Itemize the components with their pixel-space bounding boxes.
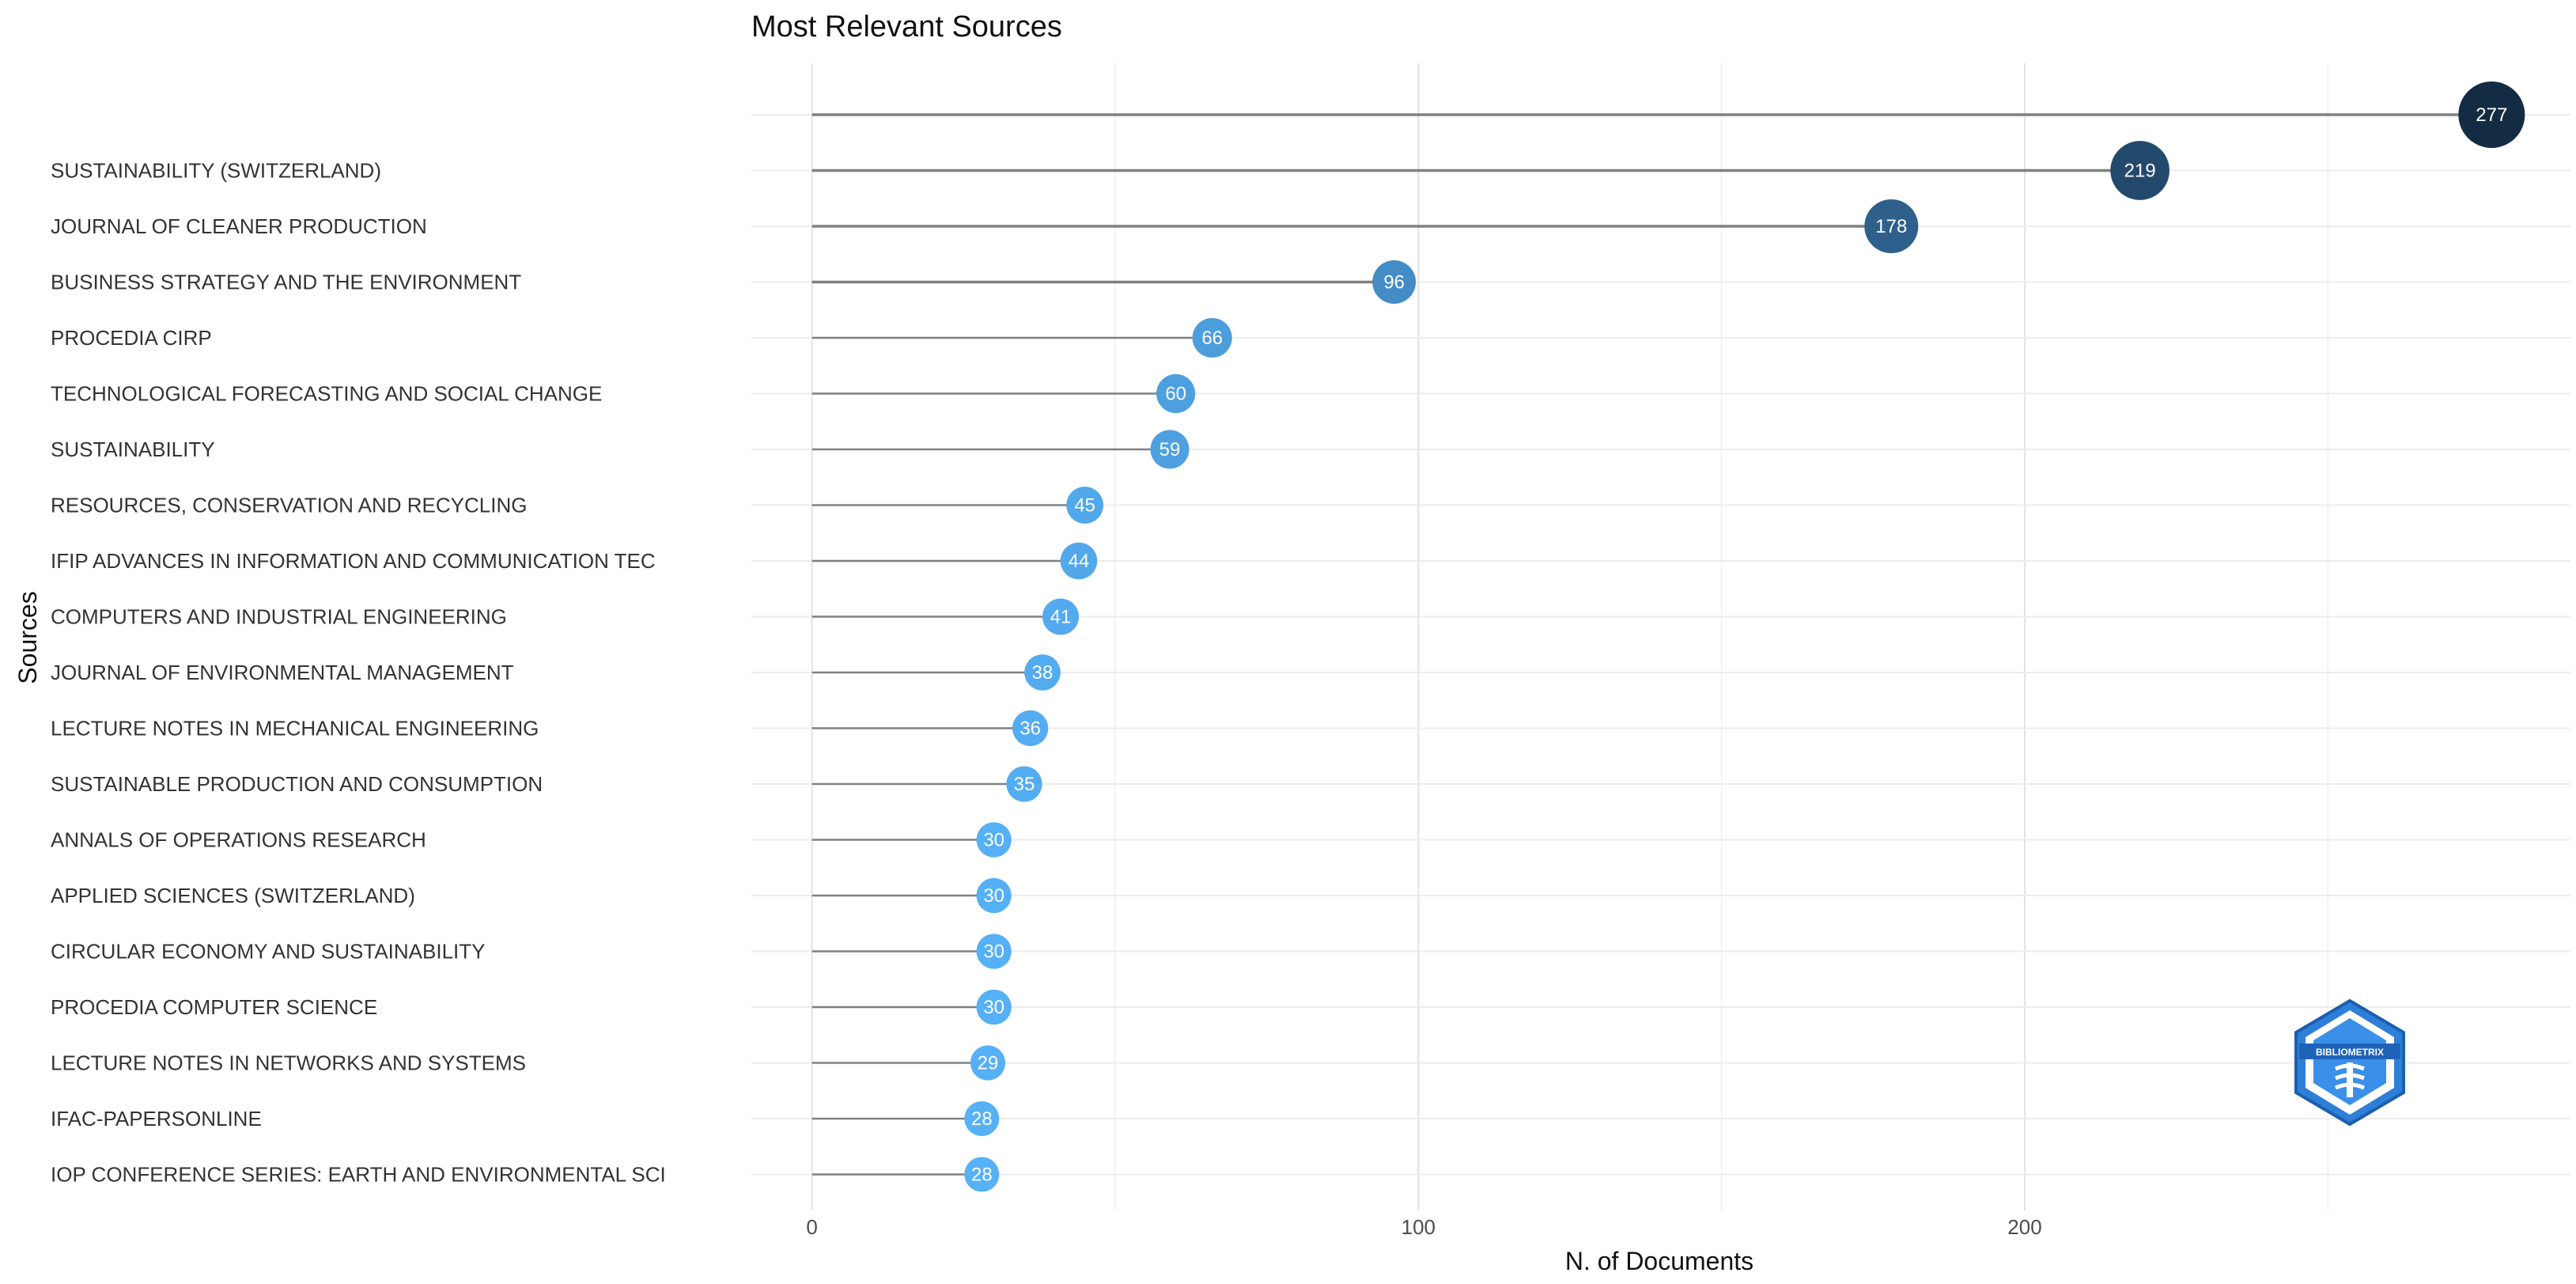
lollipop-point — [1012, 710, 1049, 747]
y-axis-title: Sources — [13, 591, 42, 684]
lollipop-point — [976, 822, 1012, 858]
source-label: TECHNOLOGICAL FORECASTING AND SOCIAL CHA… — [51, 382, 602, 406]
lollipop-point — [1060, 542, 1098, 580]
source-label: BUSINESS STRATEGY AND THE ENVIRONMENT — [51, 271, 521, 294]
x-axis-ticks: 0 100 200 — [806, 1215, 2041, 1239]
x-tick-label: 0 — [806, 1215, 817, 1239]
chart-title: Most Relevant Sources — [751, 10, 1062, 44]
lollipop-point — [1042, 598, 1080, 635]
lollipop-point — [2110, 141, 2170, 200]
source-label: COMPUTERS AND INDUSTRIAL ENGINEERING — [51, 605, 507, 629]
x-tick-label: 200 — [2007, 1215, 2041, 1239]
data-label: 66 — [1201, 328, 1223, 349]
y-axis-labels: SUSTAINABILITY (SWITZERLAND) JOURNAL OF C… — [51, 159, 666, 1187]
source-label: JOURNAL OF CLEANER PRODUCTION — [51, 214, 427, 238]
data-label: 38 — [1032, 662, 1053, 684]
lollipop-point — [1150, 430, 1190, 469]
data-label: 36 — [1019, 718, 1041, 740]
lollipop-point — [976, 877, 1012, 914]
source-label: ANNALS OF OPERATIONS RESEARCH — [51, 828, 426, 852]
source-label: IOP CONFERENCE SERIES: EARTH AND ENVIRON… — [51, 1163, 666, 1187]
source-label: RESOURCES, CONSERVATION AND RECYCLING — [51, 494, 527, 517]
lollipop-point — [964, 1101, 1000, 1136]
source-label: PROCEDIA CIRP — [51, 326, 212, 350]
source-label: LECTURE NOTES IN MECHANICAL ENGINEERING — [51, 717, 539, 740]
lollipop-point — [1024, 654, 1061, 691]
lollipop-point — [2458, 81, 2525, 148]
data-label: 277 — [2476, 104, 2507, 126]
data-label: 60 — [1165, 384, 1186, 405]
data-label: 96 — [1383, 272, 1405, 294]
source-label: SUSTAINABLE PRODUCTION AND CONSUMPTION — [51, 772, 543, 796]
data-label: 45 — [1074, 495, 1095, 517]
data-label: 30 — [983, 885, 1004, 907]
source-label: IFIP ADVANCES IN INFORMATION AND COMMUNI… — [51, 549, 656, 573]
data-label: 30 — [983, 997, 1004, 1018]
lollipop-point — [1372, 260, 1417, 304]
source-label: APPLIED SCIENCES (SWITZERLAND) — [51, 884, 415, 907]
source-label: LECTURE NOTES IN NETWORKS AND SYSTEMS — [51, 1051, 526, 1075]
lollipop-point — [976, 934, 1012, 969]
lollipop-point — [964, 1157, 1000, 1192]
source-label: IFAC-PAPERSONLINE — [51, 1107, 262, 1131]
source-label: JOURNAL OF ENVIRONMENTAL MANAGEMENT — [51, 661, 514, 684]
data-label: 28 — [971, 1165, 993, 1186]
data-label: 30 — [983, 941, 1004, 963]
data-label: 178 — [1875, 216, 1907, 237]
source-label: SUSTAINABILITY (SWITZERLAND) — [51, 159, 381, 183]
lollipop-point — [970, 1045, 1006, 1081]
data-label: 44 — [1069, 551, 1090, 572]
lollipop-point — [1066, 487, 1104, 524]
data-label: 28 — [971, 1108, 993, 1130]
data-label: 29 — [978, 1053, 999, 1074]
bibliometrix-logo-icon: BIBLIOMETRIX — [2294, 998, 2405, 1127]
x-tick-label: 100 — [1401, 1215, 1436, 1239]
data-label: 35 — [1014, 774, 1035, 795]
logo-text: BIBLIOMETRIX — [2316, 1047, 2384, 1058]
lollipop-point — [1864, 199, 1919, 254]
lollipop-point — [976, 989, 1012, 1025]
source-label: CIRCULAR ECONOMY AND SUSTAINABILITY — [51, 940, 485, 964]
lollipop-point — [1192, 317, 1232, 358]
x-axis-title: N. of Documents — [1565, 1247, 1753, 1275]
source-label: SUSTAINABILITY — [51, 437, 215, 461]
source-label: PROCEDIA COMPUTER SCIENCE — [51, 995, 377, 1019]
lollipop-point — [1006, 766, 1042, 802]
chart-marks: 277 219 178 96 66 60 59 45 44 41 38 36 35 30 30 30 30 29 2… — [811, 81, 2525, 1192]
data-label: 30 — [983, 830, 1004, 851]
lollipop-point — [1156, 373, 1196, 414]
data-label: 41 — [1050, 607, 1072, 628]
data-label: 59 — [1159, 439, 1181, 460]
data-label: 219 — [2124, 161, 2156, 182]
